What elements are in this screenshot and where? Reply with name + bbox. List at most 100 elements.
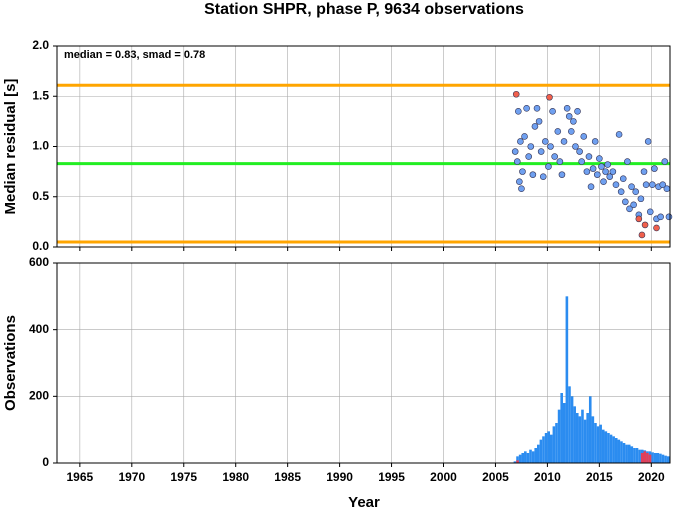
histogram-bar — [565, 296, 569, 463]
data-point — [537, 148, 545, 155]
histogram-bar — [646, 453, 649, 463]
data-point — [587, 183, 595, 190]
histogram-bar — [656, 453, 660, 463]
data-point — [635, 215, 643, 223]
data-point — [578, 158, 585, 165]
histogram-bar — [659, 453, 662, 463]
histogram-bar — [568, 386, 571, 463]
histogram-bar — [531, 451, 535, 463]
data-point — [615, 131, 623, 138]
histogram-bar — [516, 456, 519, 463]
histogram-bar — [604, 431, 608, 463]
data-point — [529, 171, 537, 178]
histogram-bar — [601, 429, 605, 463]
histogram-bar — [643, 451, 647, 463]
data-point — [619, 175, 627, 182]
data-point — [641, 221, 649, 229]
data-point — [593, 171, 601, 178]
histogram-bar — [555, 423, 558, 463]
data-point — [598, 163, 605, 170]
data-point — [606, 173, 614, 180]
data-point — [531, 123, 539, 130]
data-point — [585, 153, 593, 160]
data-point — [640, 168, 648, 175]
data-point — [551, 153, 558, 160]
data-point — [518, 185, 525, 193]
data-point — [527, 143, 535, 150]
data-point — [617, 188, 625, 196]
histogram-bar — [651, 452, 654, 463]
histogram-bar — [622, 443, 626, 463]
data-point — [554, 128, 562, 135]
x-tick-label: 1975 — [170, 470, 197, 484]
data-point — [609, 168, 617, 175]
data-point — [515, 108, 522, 115]
data-point — [600, 178, 607, 185]
histogram-bar — [648, 454, 652, 463]
data-point — [583, 168, 591, 175]
data-point — [516, 178, 523, 185]
data-point — [651, 165, 658, 172]
data-point — [535, 118, 543, 125]
data-point — [661, 158, 669, 165]
data-point — [637, 195, 645, 203]
x-tick-label: 2010 — [534, 470, 561, 484]
histogram-bar — [625, 444, 628, 463]
y-tick-label: 0 — [42, 455, 49, 469]
data-point — [576, 148, 583, 155]
histogram-bar — [542, 436, 545, 463]
data-point — [533, 105, 541, 112]
data-point — [602, 168, 609, 175]
x-tick-label: 1985 — [274, 470, 301, 484]
histogram-bar — [591, 416, 595, 463]
data-point — [632, 188, 640, 196]
data-point — [604, 161, 611, 168]
x-axis-label: Year — [348, 494, 380, 511]
y-tick-label: 0.0 — [32, 239, 49, 253]
data-point — [547, 143, 554, 150]
data-point — [563, 105, 571, 112]
histogram-bar — [526, 453, 530, 463]
histogram-bar — [516, 460, 519, 463]
x-tick-label: 2005 — [482, 470, 509, 484]
y-tick-label: 1.0 — [32, 139, 49, 153]
data-point — [663, 185, 671, 193]
data-point — [525, 153, 532, 160]
y-tick-label: 1.5 — [32, 88, 49, 102]
chart-title: Station SHPR, phase P, 9634 observations — [204, 1, 524, 18]
histogram-bar — [547, 431, 550, 463]
x-tick-label: 1970 — [118, 470, 145, 484]
x-tick-label: 2015 — [586, 470, 613, 484]
histogram-bar — [640, 453, 644, 463]
data-point — [612, 181, 620, 188]
x-tick-label: 2020 — [638, 470, 665, 484]
data-point — [545, 163, 552, 170]
data-point — [521, 133, 528, 140]
histogram-bar — [612, 436, 615, 463]
histogram-bar — [578, 416, 582, 463]
annotation: median = 0.83, smad = 0.78 — [64, 49, 205, 61]
y-axis-label: Median residual [s] — [2, 79, 19, 215]
histogram-bar — [586, 413, 589, 463]
histogram-bar — [588, 396, 592, 463]
data-point — [511, 148, 519, 155]
histogram-bar — [570, 396, 574, 463]
data-point — [539, 173, 547, 180]
data-point — [659, 181, 667, 188]
data-point — [644, 138, 652, 145]
data-point — [565, 113, 573, 120]
histogram-bar — [630, 446, 634, 463]
data-point — [512, 90, 520, 98]
histogram-bar — [529, 449, 532, 463]
histogram-bar — [518, 454, 522, 463]
x-tick-label: 1990 — [326, 470, 353, 484]
data-point — [580, 133, 588, 140]
data-point — [657, 213, 664, 221]
histogram-bar — [664, 455, 667, 463]
data-point — [567, 128, 575, 135]
data-point — [624, 158, 631, 165]
x-tick-label: 2000 — [430, 470, 457, 484]
histogram-bar — [599, 424, 602, 463]
data-point — [628, 183, 635, 190]
